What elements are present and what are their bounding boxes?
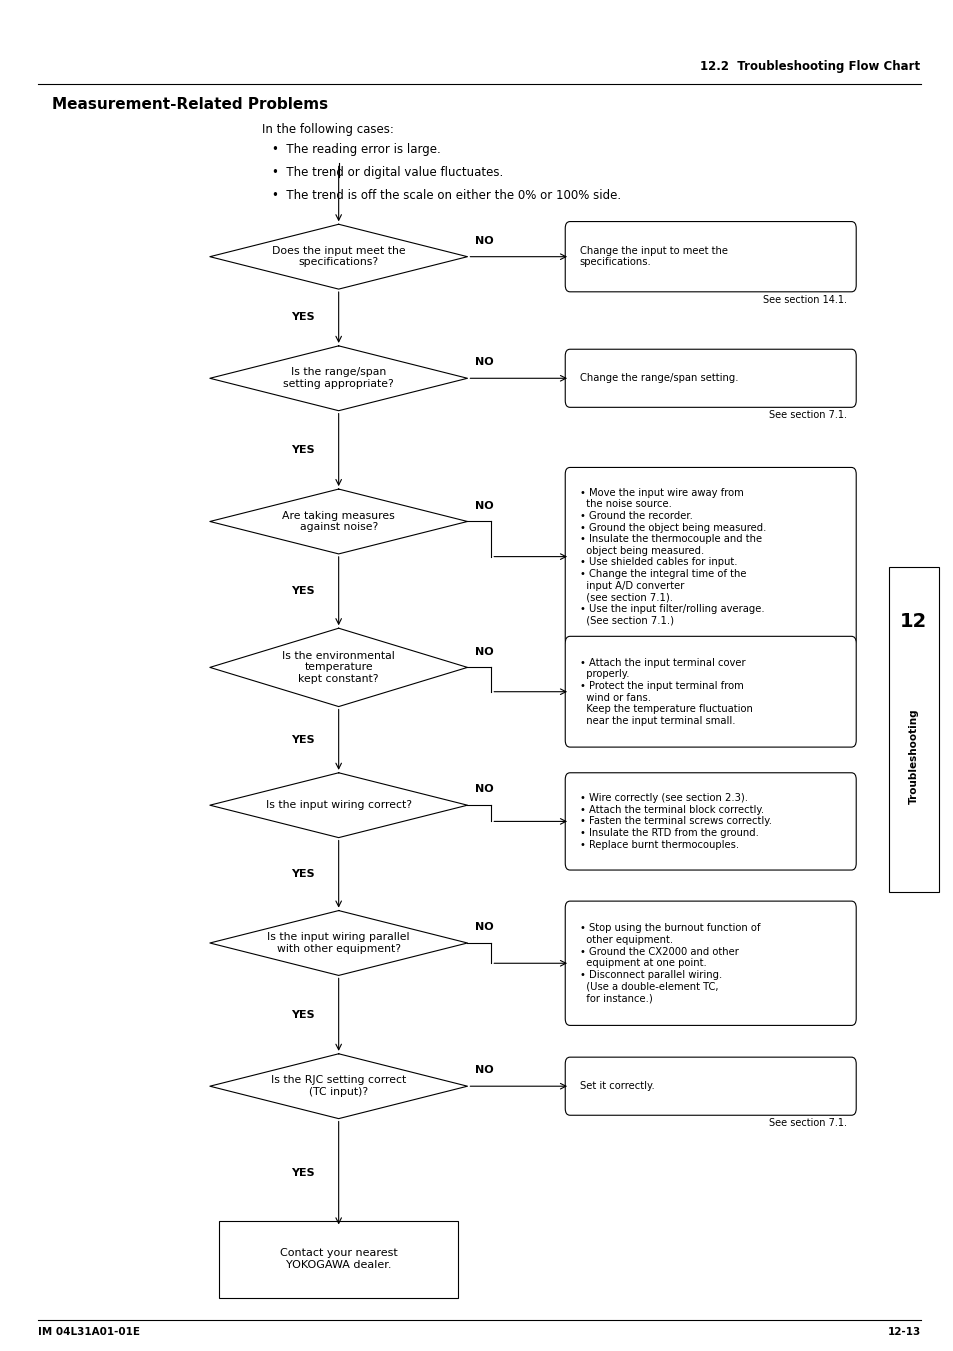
FancyBboxPatch shape bbox=[564, 1056, 856, 1116]
Polygon shape bbox=[210, 628, 467, 707]
Text: See section 7.1.: See section 7.1. bbox=[768, 411, 845, 420]
FancyBboxPatch shape bbox=[219, 1221, 457, 1297]
Polygon shape bbox=[210, 911, 467, 975]
Text: YES: YES bbox=[291, 1009, 314, 1020]
Text: 12-13: 12-13 bbox=[886, 1327, 920, 1336]
FancyBboxPatch shape bbox=[564, 636, 856, 747]
Text: NO: NO bbox=[475, 647, 494, 657]
Text: Is the input wiring correct?: Is the input wiring correct? bbox=[265, 800, 412, 811]
Text: •  The reading error is large.: • The reading error is large. bbox=[272, 143, 440, 157]
Text: • Move the input wire away from
  the noise source.
• Ground the recorder.
• Gro: • Move the input wire away from the nois… bbox=[578, 488, 765, 626]
Text: NO: NO bbox=[475, 785, 494, 794]
Text: •  The trend is off the scale on either the 0% or 100% side.: • The trend is off the scale on either t… bbox=[272, 189, 620, 203]
Text: Change the range/span setting.: Change the range/span setting. bbox=[578, 373, 738, 384]
Text: Are taking measures
against noise?: Are taking measures against noise? bbox=[282, 511, 395, 532]
FancyBboxPatch shape bbox=[564, 222, 856, 292]
Text: YES: YES bbox=[291, 586, 314, 596]
FancyBboxPatch shape bbox=[564, 901, 856, 1025]
Text: Troubleshooting: Troubleshooting bbox=[908, 709, 918, 804]
Text: See section 7.1.: See section 7.1. bbox=[768, 1119, 845, 1128]
Bar bbox=[888, 567, 938, 892]
Text: Is the RJC setting correct
(TC input)?: Is the RJC setting correct (TC input)? bbox=[271, 1075, 406, 1097]
Text: YES: YES bbox=[291, 735, 314, 744]
Text: See section 14.1.: See section 14.1. bbox=[761, 295, 845, 304]
Text: • Attach the input terminal cover
  properly.
• Protect the input terminal from
: • Attach the input terminal cover proper… bbox=[578, 658, 752, 725]
Text: • Wire correctly (see section 2.3).
• Attach the terminal block correctly.
• Fas: • Wire correctly (see section 2.3). • At… bbox=[578, 793, 771, 850]
Polygon shape bbox=[210, 346, 467, 411]
Text: •  The trend or digital value fluctuates.: • The trend or digital value fluctuates. bbox=[272, 166, 502, 180]
Text: 12.2  Troubleshooting Flow Chart: 12.2 Troubleshooting Flow Chart bbox=[700, 59, 920, 73]
FancyBboxPatch shape bbox=[564, 773, 856, 870]
Polygon shape bbox=[210, 773, 467, 838]
Polygon shape bbox=[210, 1054, 467, 1119]
Text: NO: NO bbox=[475, 923, 494, 932]
Text: Is the input wiring parallel
with other equipment?: Is the input wiring parallel with other … bbox=[267, 932, 410, 954]
Text: Change the input to meet the
specifications.: Change the input to meet the specificati… bbox=[578, 246, 727, 267]
FancyBboxPatch shape bbox=[564, 349, 856, 408]
FancyBboxPatch shape bbox=[564, 467, 856, 646]
Text: Is the environmental
temperature
kept constant?: Is the environmental temperature kept co… bbox=[282, 651, 395, 684]
Text: NO: NO bbox=[475, 501, 494, 511]
Text: In the following cases:: In the following cases: bbox=[262, 123, 394, 136]
Text: YES: YES bbox=[291, 1169, 314, 1178]
Text: • Stop using the burnout function of
  other equipment.
• Ground the CX2000 and : • Stop using the burnout function of oth… bbox=[578, 924, 760, 1002]
Text: YES: YES bbox=[291, 444, 314, 455]
Text: IM 04L31A01-01E: IM 04L31A01-01E bbox=[38, 1327, 140, 1336]
Text: YES: YES bbox=[291, 869, 314, 880]
Polygon shape bbox=[210, 224, 467, 289]
Text: Is the range/span
setting appropriate?: Is the range/span setting appropriate? bbox=[283, 367, 394, 389]
Text: NO: NO bbox=[475, 1066, 494, 1075]
Text: NO: NO bbox=[475, 358, 494, 367]
Text: Measurement-Related Problems: Measurement-Related Problems bbox=[52, 97, 328, 112]
Text: YES: YES bbox=[291, 312, 314, 323]
Text: Set it correctly.: Set it correctly. bbox=[578, 1081, 654, 1092]
Text: Does the input meet the
specifications?: Does the input meet the specifications? bbox=[272, 246, 405, 267]
Text: NO: NO bbox=[475, 236, 494, 246]
Text: Contact your nearest
YOKOGAWA dealer.: Contact your nearest YOKOGAWA dealer. bbox=[279, 1248, 397, 1270]
Polygon shape bbox=[210, 489, 467, 554]
Text: 12: 12 bbox=[900, 612, 926, 631]
